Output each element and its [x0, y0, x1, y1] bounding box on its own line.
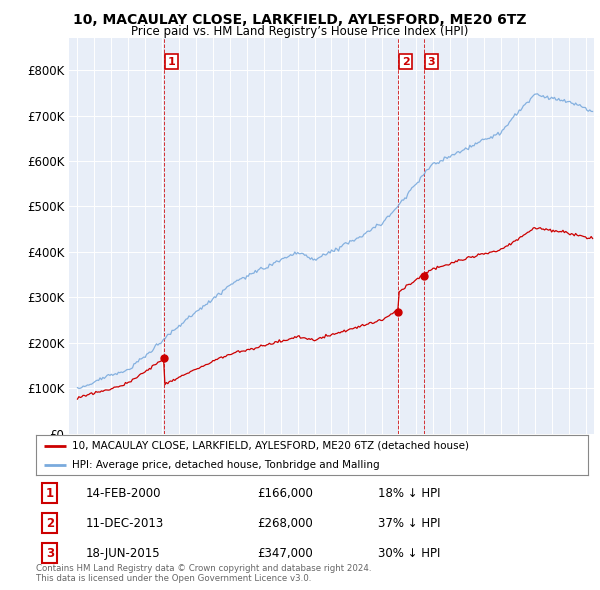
Text: £347,000: £347,000 — [257, 547, 313, 560]
Text: £166,000: £166,000 — [257, 487, 313, 500]
Text: 18% ↓ HPI: 18% ↓ HPI — [378, 487, 441, 500]
Text: Price paid vs. HM Land Registry’s House Price Index (HPI): Price paid vs. HM Land Registry’s House … — [131, 25, 469, 38]
Text: 10, MACAULAY CLOSE, LARKFIELD, AYLESFORD, ME20 6TZ: 10, MACAULAY CLOSE, LARKFIELD, AYLESFORD… — [73, 13, 527, 27]
Text: 1: 1 — [46, 487, 54, 500]
Text: 3: 3 — [46, 547, 54, 560]
Text: 30% ↓ HPI: 30% ↓ HPI — [378, 547, 440, 560]
Text: 2: 2 — [46, 517, 54, 530]
Text: 18-JUN-2015: 18-JUN-2015 — [86, 547, 160, 560]
Text: 3: 3 — [427, 57, 435, 67]
Text: 2: 2 — [402, 57, 410, 67]
Text: £268,000: £268,000 — [257, 517, 313, 530]
Text: HPI: Average price, detached house, Tonbridge and Malling: HPI: Average price, detached house, Tonb… — [72, 460, 380, 470]
Text: 37% ↓ HPI: 37% ↓ HPI — [378, 517, 441, 530]
Text: 11-DEC-2013: 11-DEC-2013 — [86, 517, 164, 530]
Text: 1: 1 — [167, 57, 175, 67]
Text: 14-FEB-2000: 14-FEB-2000 — [86, 487, 161, 500]
Text: 10, MACAULAY CLOSE, LARKFIELD, AYLESFORD, ME20 6TZ (detached house): 10, MACAULAY CLOSE, LARKFIELD, AYLESFORD… — [72, 441, 469, 451]
Text: Contains HM Land Registry data © Crown copyright and database right 2024.
This d: Contains HM Land Registry data © Crown c… — [36, 563, 371, 583]
